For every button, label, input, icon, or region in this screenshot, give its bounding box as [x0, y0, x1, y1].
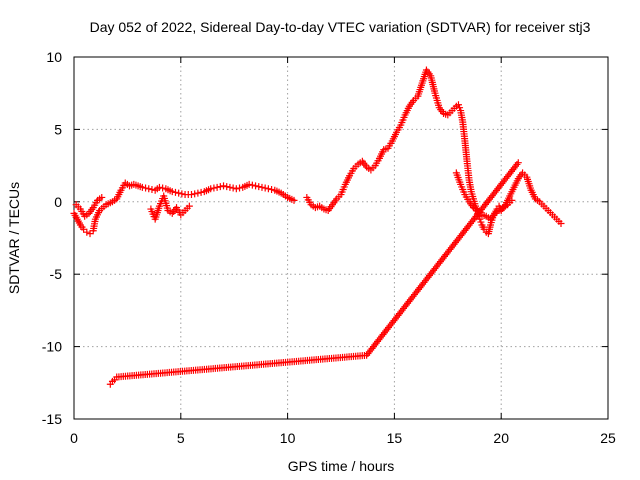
data-point — [252, 182, 260, 190]
data-point — [557, 220, 565, 228]
data-point — [194, 189, 202, 197]
data-point — [142, 184, 150, 192]
x-tick-label: 10 — [280, 430, 296, 446]
data-point — [255, 183, 263, 191]
data-point — [220, 182, 228, 190]
data-point — [178, 190, 186, 198]
data-point — [138, 183, 146, 191]
data-point — [258, 183, 266, 191]
y-axis-label: SDTVAR / TECUs — [6, 182, 22, 294]
y-tick-label: 10 — [46, 49, 62, 65]
data-point — [187, 191, 195, 199]
data-point — [159, 184, 167, 192]
data-point — [148, 185, 156, 193]
data-point — [226, 183, 234, 191]
data-point — [191, 190, 199, 198]
data-point — [171, 188, 179, 196]
data-point — [245, 180, 253, 188]
data-point — [290, 196, 298, 204]
data-point — [216, 183, 224, 191]
gridlines — [74, 57, 608, 419]
data-point — [223, 183, 231, 191]
y-tick-label: -15 — [42, 411, 62, 427]
data-point — [232, 185, 240, 193]
data-point — [229, 184, 237, 192]
data-point — [268, 185, 276, 193]
axis-ticks — [73, 56, 609, 420]
x-tick-label: 0 — [70, 430, 78, 446]
data-point — [207, 185, 215, 193]
x-tick-labels: 0 5 10 15 20 25 — [70, 430, 616, 446]
data-point — [155, 183, 163, 191]
chart-title: Day 052 of 2022, Sidereal Day-to-day VTE… — [90, 19, 591, 35]
x-tick-label: 5 — [177, 430, 185, 446]
x-tick-label: 20 — [493, 430, 509, 446]
data-points — [70, 66, 565, 388]
data-point — [264, 185, 272, 193]
data-point — [514, 159, 522, 167]
data-point — [168, 188, 176, 196]
data-point — [175, 189, 183, 197]
data-point — [508, 196, 516, 204]
y-tick-label: 5 — [54, 121, 62, 137]
data-point — [197, 188, 205, 196]
data-point — [185, 202, 193, 210]
data-point — [83, 228, 91, 236]
y-tick-label: -5 — [50, 266, 63, 282]
x-axis-label: GPS time / hours — [288, 458, 395, 474]
data-point — [98, 193, 106, 201]
data-point — [210, 184, 218, 192]
data-point — [248, 181, 256, 189]
data-point — [145, 185, 153, 193]
data-point — [261, 184, 269, 192]
data-point — [213, 183, 221, 191]
data-point — [236, 184, 244, 192]
x-tick-label: 25 — [600, 430, 616, 446]
y-tick-label: 0 — [54, 194, 62, 210]
plot-frame — [73, 56, 609, 420]
x-tick-label: 15 — [387, 430, 403, 446]
y-tick-label: -10 — [42, 339, 62, 355]
y-tick-labels: -15 -10 -5 0 5 10 — [42, 49, 62, 427]
